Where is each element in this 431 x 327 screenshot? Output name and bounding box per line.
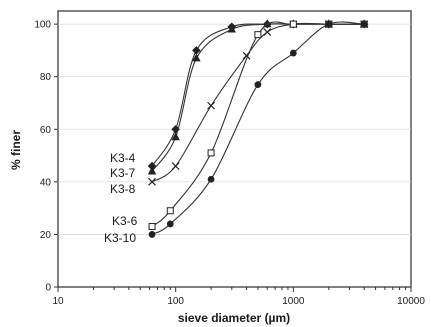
x-tick-label: 10000 xyxy=(397,296,425,307)
series-k3-10-point xyxy=(360,20,368,28)
axis-ticks: 0 20 40 60 80 100 10 100 1000 10000 xyxy=(34,20,425,307)
series-label-k3-4: K3-4 xyxy=(110,151,136,165)
series-k3-7-point xyxy=(171,132,180,141)
series-k3-6-point xyxy=(289,20,297,28)
series-k3-10-point xyxy=(166,220,174,228)
series-k3-8-point xyxy=(207,101,216,110)
series-label-k3-6: K3-6 xyxy=(112,214,138,228)
plot-area xyxy=(57,10,412,288)
series-k3-10-point xyxy=(207,175,215,183)
series-k3-10-point xyxy=(325,20,333,28)
series-k3-8-point xyxy=(148,177,156,186)
series-group xyxy=(147,19,369,238)
series-k3-7-point xyxy=(227,24,237,33)
gridlines xyxy=(58,23,411,235)
series-k3-8-point xyxy=(263,28,272,36)
series-k3-7-point xyxy=(147,166,157,175)
y-tick-label: 100 xyxy=(34,20,51,31)
y-tick-label: 80 xyxy=(40,72,52,83)
series-label-k3-10: K3-10 xyxy=(104,231,136,245)
y-tick-label: 60 xyxy=(40,125,52,136)
series-k3-6-point xyxy=(166,207,174,215)
series-k3-10 xyxy=(148,20,368,238)
series-k3-7-point xyxy=(192,53,201,62)
x-tick-label: 1000 xyxy=(282,296,305,307)
y-tick-label: 0 xyxy=(45,283,51,294)
y-axis-title: % finer xyxy=(9,130,23,170)
series-k3-10-point xyxy=(254,81,262,88)
series-k3-6-point xyxy=(207,149,215,157)
series-k3-10-point xyxy=(289,49,297,57)
series-k3-8-point xyxy=(171,162,180,171)
series-label-k3-8: K3-8 xyxy=(110,182,136,196)
x-axis-title: sieve diameter (µm) xyxy=(178,311,290,325)
series-k3-10-point xyxy=(148,231,156,238)
x-tick-label: 100 xyxy=(167,296,184,307)
series-label-k3-7: K3-7 xyxy=(110,166,136,180)
x-tick-label: 10 xyxy=(52,296,64,307)
y-tick-label: 20 xyxy=(40,230,52,241)
series-k3-6-point xyxy=(148,223,156,231)
series-labels: K3-4 K3-7 K3-8 K3-6 K3-10 xyxy=(104,151,138,245)
series-k3-6-point xyxy=(254,31,262,39)
y-tick-label: 40 xyxy=(40,177,52,188)
